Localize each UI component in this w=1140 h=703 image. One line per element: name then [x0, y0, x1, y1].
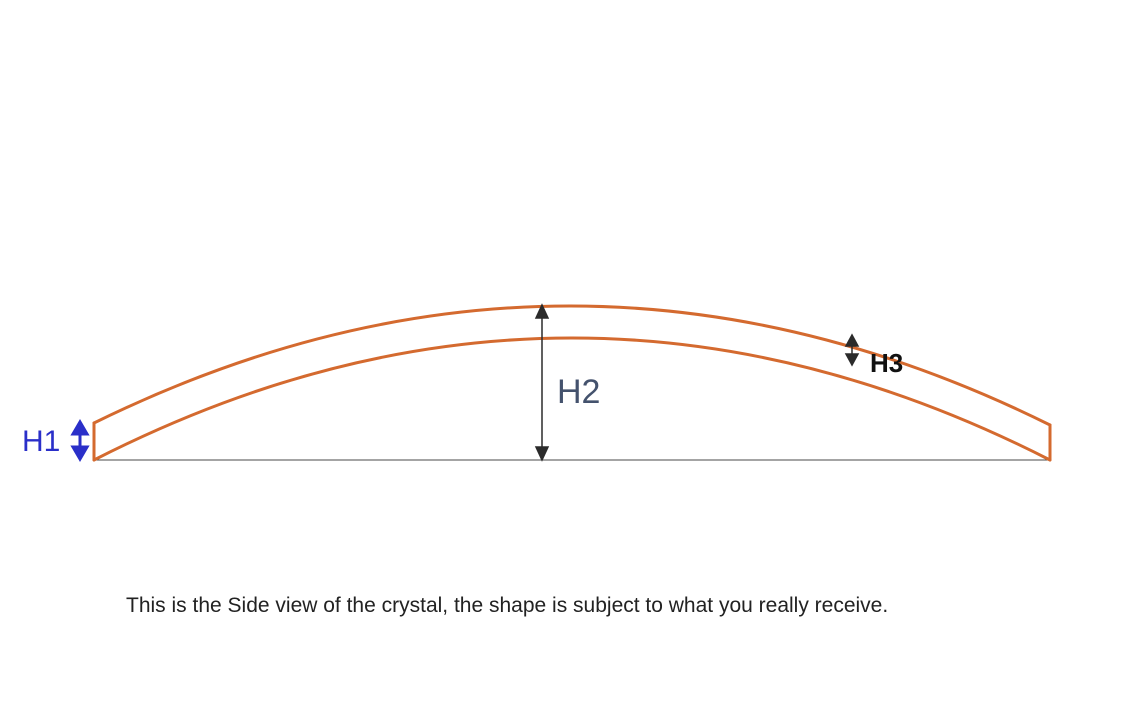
- diagram-stage: H1 H2 H3 This is the Side view of the cr…: [0, 0, 1140, 703]
- h3-dimension-arrow: [846, 335, 858, 365]
- caption-text: This is the Side view of the crystal, th…: [126, 594, 888, 618]
- h2-label: H2: [557, 373, 600, 412]
- h1-dimension-arrow: [73, 422, 87, 459]
- h3-label: H3: [870, 348, 903, 379]
- h2-dimension-arrow: [536, 305, 548, 460]
- h1-label: H1: [22, 425, 60, 459]
